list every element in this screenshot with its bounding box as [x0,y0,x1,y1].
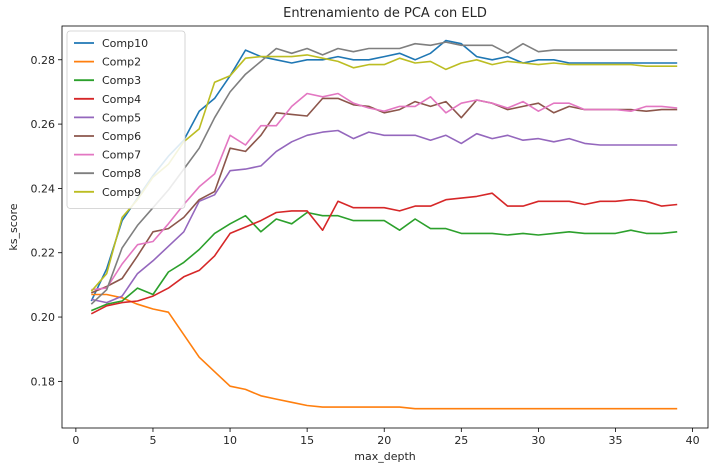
legend-box [66,30,186,209]
series-line-comp6 [90,97,678,294]
x-tick-label: 10 [223,434,237,447]
series-line-comp9 [90,54,678,292]
y-tick-label: 0.26 [31,118,56,131]
legend-label: Comp4 [102,93,141,106]
x-tick-label: 5 [149,434,156,447]
series-line-comp3 [90,211,678,312]
plot-area [61,25,709,429]
series-layer [90,39,678,410]
series-line-comp4 [90,192,678,315]
chart-title: Entrenamiento de PCA con ELD [283,6,487,21]
y-tick-label: 0.24 [31,182,56,195]
x-tick-label: 20 [377,434,391,447]
y-tick-label: 0.20 [31,311,56,324]
series-line-comp7 [91,92,678,291]
legend-label: Comp2 [102,56,141,69]
series-line-comp5 [91,129,678,304]
legend-label: Comp6 [102,130,141,143]
legend-label: Comp3 [102,74,141,87]
y-tick-label: 0.28 [31,54,56,67]
x-tick-label: 35 [608,434,622,447]
legend-label: Comp7 [102,149,141,162]
legend: Comp10 Comp2 Comp3 Comp4 Comp5 Comp6 Comp7 Comp… [66,30,186,209]
series-line-comp10 [90,39,678,302]
x-tick-label: 0 [72,434,79,447]
y-tick-label: 0.22 [31,247,56,260]
legend-label: Comp8 [102,167,141,180]
legend-label: Comp9 [102,186,141,199]
plot-frame [61,25,709,429]
series-line-comp8 [90,41,678,305]
y-axis-label: ks_score [7,203,20,250]
legend-label: Comp10 [102,37,148,50]
y-axis: 0.18 0.20 0.22 0.24 0.26 0.28 [31,54,62,388]
y-tick-label: 0.18 [31,375,56,388]
x-axis-label: max_depth [354,450,416,463]
x-tick-label: 40 [686,434,700,447]
legend-label: Comp5 [102,111,141,124]
x-tick-label: 30 [531,434,545,447]
x-tick-label: 15 [300,434,314,447]
x-tick-label: 25 [454,434,468,447]
x-axis: 0 5 10 15 20 25 30 35 40 [72,428,700,447]
series-line-comp2 [91,293,678,410]
